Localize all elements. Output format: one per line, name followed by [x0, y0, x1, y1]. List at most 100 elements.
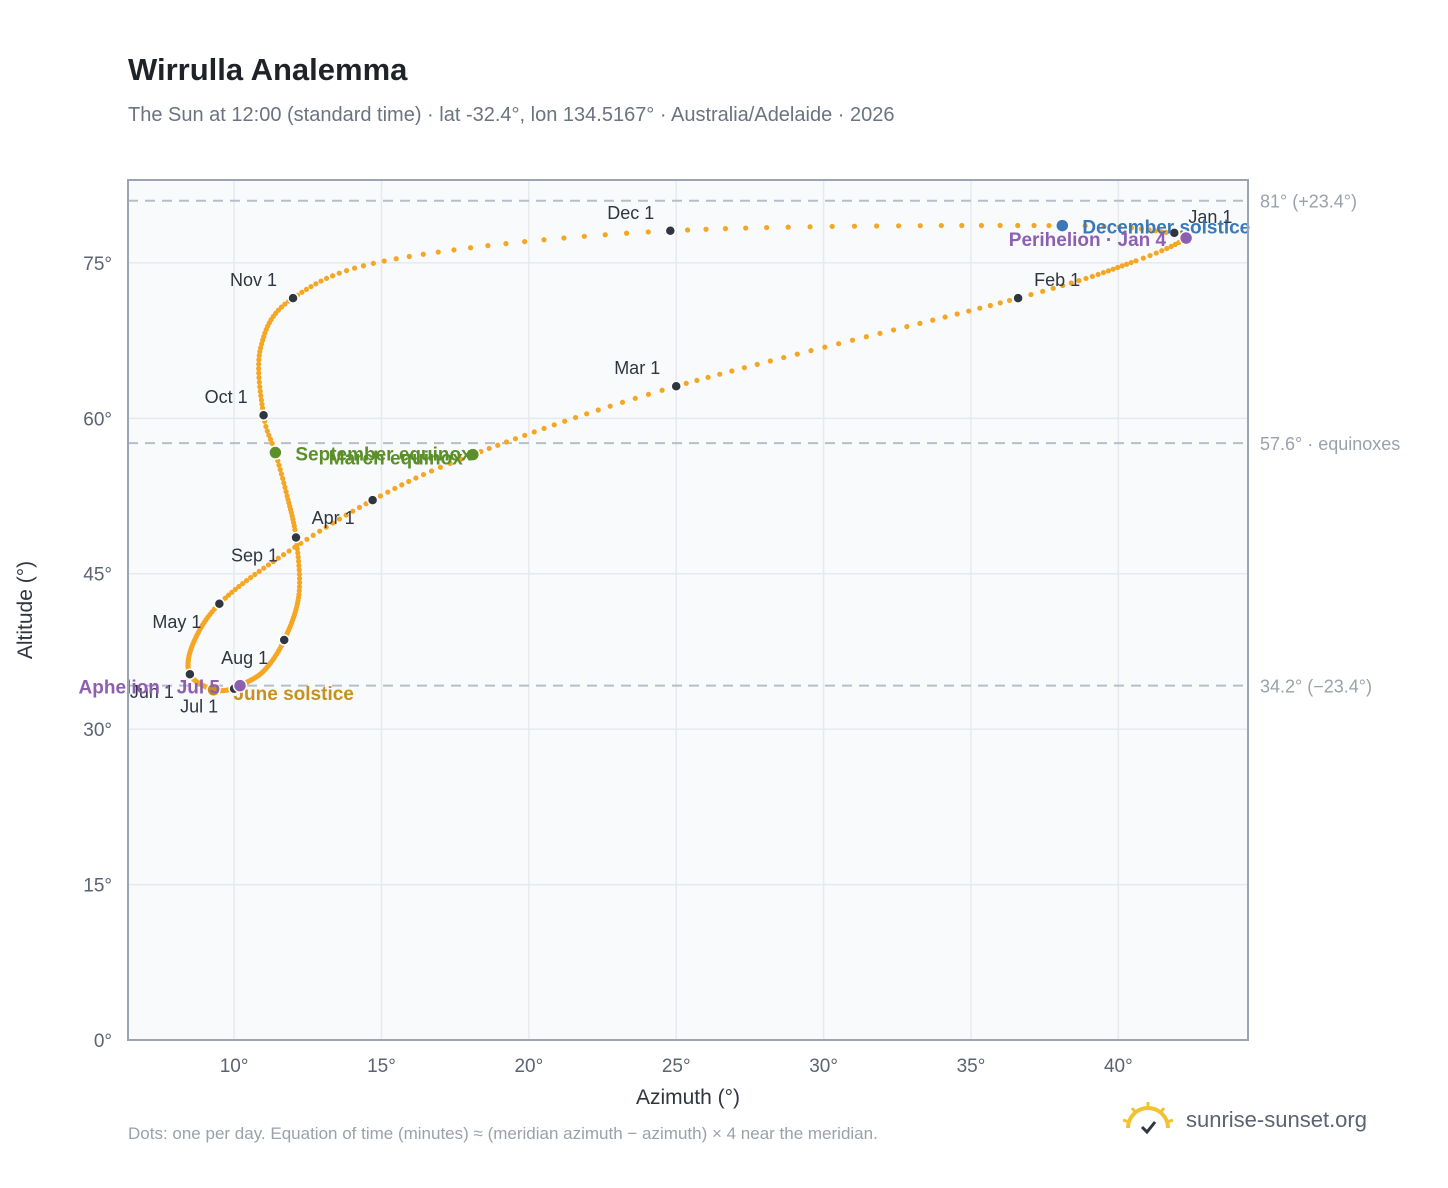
event-label: Aphelion · Jul 5: [79, 678, 221, 699]
chart-title: Wirrulla Analemma: [128, 52, 408, 87]
daily-sun-dot: [1050, 285, 1056, 291]
daily-sun-dot: [248, 574, 254, 581]
month-label: Oct 1: [205, 387, 248, 407]
daily-sun-dot: [1116, 224, 1122, 230]
daily-sun-dot: [584, 411, 590, 417]
daily-sun-dot: [722, 226, 729, 232]
daily-sun-dot: [317, 528, 323, 534]
daily-sun-dot: [420, 471, 427, 478]
axis-ticks: 10° 15° 20° 25° 30° 35° 40° 0° 15° 30° 45° 60° 75°: [83, 254, 1132, 1077]
month-marker: [664, 225, 677, 237]
daily-sun-dot: [1168, 243, 1174, 249]
daily-sun-dot: [959, 222, 965, 229]
daily-sun-dot: [252, 571, 258, 578]
reference-line-label: 34.2° (−23.4°): [1260, 677, 1372, 697]
daily-sun-dot: [232, 586, 238, 593]
event-label: December solstice: [1082, 218, 1250, 239]
reference-lines: 81° (+23.4°) 57.6° · equinoxes 34.2° (−23.…: [128, 192, 1400, 697]
brand[interactable]: sunrise-sunset.org: [1120, 1100, 1367, 1140]
daily-sun-dot: [350, 508, 356, 514]
daily-sun-dot: [296, 571, 303, 577]
daily-sun-dot: [822, 344, 828, 350]
month-label: Mar 1: [614, 358, 660, 378]
daily-sun-dot: [503, 241, 509, 247]
daily-sun-dot: [954, 311, 960, 317]
daily-sun-dot: [313, 281, 319, 287]
daily-sun-dot: [1124, 261, 1130, 267]
daily-sun-dot: [296, 558, 302, 565]
daily-sun-dot: [1031, 222, 1037, 229]
daily-sun-dot: [987, 302, 993, 309]
daily-sun-dot: [282, 301, 288, 307]
daily-sun-dot: [458, 456, 464, 462]
daily-sun-dot: [286, 548, 292, 554]
event-label: Perihelion · Jan 4: [1009, 230, 1167, 251]
daily-sun-dot: [277, 466, 283, 473]
daily-sun-dot: [264, 428, 270, 434]
daily-sun-dot: [541, 237, 547, 243]
daily-sun-dot: [437, 464, 443, 470]
daily-sun-dot: [428, 468, 435, 474]
daily-sun-dot: [485, 243, 491, 249]
daily-sun-dot: [890, 327, 897, 333]
daily-sun-dot: [874, 223, 880, 229]
daily-sun-dot: [1138, 226, 1144, 232]
daily-sun-dot: [257, 384, 263, 390]
daily-sun-dot: [896, 223, 902, 229]
daily-sun-dot: [938, 222, 944, 229]
daily-sun-dot: [296, 588, 302, 594]
daily-sun-dot: [486, 445, 492, 452]
daily-sun-dot: [1101, 223, 1107, 229]
daily-sun-dot: [705, 374, 711, 380]
daily-sun-dot: [997, 222, 1003, 229]
month-label: Aug 1: [221, 648, 268, 668]
grid-lines: [128, 180, 1248, 1041]
event-label: March equinox: [329, 449, 464, 470]
month-marker: [1168, 227, 1181, 239]
event-marker: [1055, 218, 1070, 233]
month-marker: [366, 494, 379, 506]
daily-sun-dot: [503, 439, 510, 445]
daily-sun-dot: [808, 348, 814, 354]
daily-sun-dot: [295, 550, 301, 556]
daily-sun-dot: [522, 432, 528, 438]
daily-sun-dot: [296, 567, 302, 573]
event-marker: [465, 447, 481, 462]
daily-sun-dot: [1128, 259, 1134, 266]
month-label: Apr 1: [312, 508, 355, 528]
daily-sun-dot: [263, 423, 269, 430]
daily-sun-dot: [336, 270, 342, 276]
event-marker: [268, 445, 283, 460]
daily-sun-dot: [276, 462, 282, 468]
month-label: Feb 1: [1034, 270, 1080, 290]
daily-sun-dot: [1147, 252, 1153, 259]
daily-sun-dot: [282, 484, 288, 490]
daily-sun-dot: [447, 460, 453, 466]
month-marker: [290, 531, 302, 544]
daily-sun-dot: [1046, 222, 1052, 229]
daily-sun-dot: [270, 559, 276, 565]
daily-sun-dot: [283, 489, 289, 495]
daily-sun-dot: [851, 223, 858, 229]
daily-sun-dot: [997, 300, 1003, 306]
event-label: September equinox: [295, 445, 472, 466]
daily-sun-dot: [399, 482, 405, 488]
daily-sun-dot: [1153, 250, 1159, 256]
x-tick-label: 20°: [514, 1056, 543, 1077]
daily-sun-dot: [280, 552, 287, 558]
daily-sun-dot: [645, 229, 651, 235]
daily-sun-dot: [607, 403, 613, 409]
daily-sun-dot: [278, 304, 285, 310]
daily-sun-dot: [435, 249, 441, 255]
daily-sun-dot: [917, 223, 923, 229]
daily-sun-dot: [877, 330, 883, 336]
daily-sun-dot: [323, 275, 330, 281]
month-label: May 1: [152, 612, 201, 632]
daily-sun-dot: [295, 554, 301, 560]
daily-sun-dot: [703, 226, 709, 232]
daily-sun-dot: [258, 393, 264, 399]
daily-sun-dot: [1095, 271, 1101, 278]
daily-sun-dot: [296, 575, 303, 582]
daily-sun-dot: [781, 354, 787, 361]
daily-sun-dot: [684, 227, 691, 233]
